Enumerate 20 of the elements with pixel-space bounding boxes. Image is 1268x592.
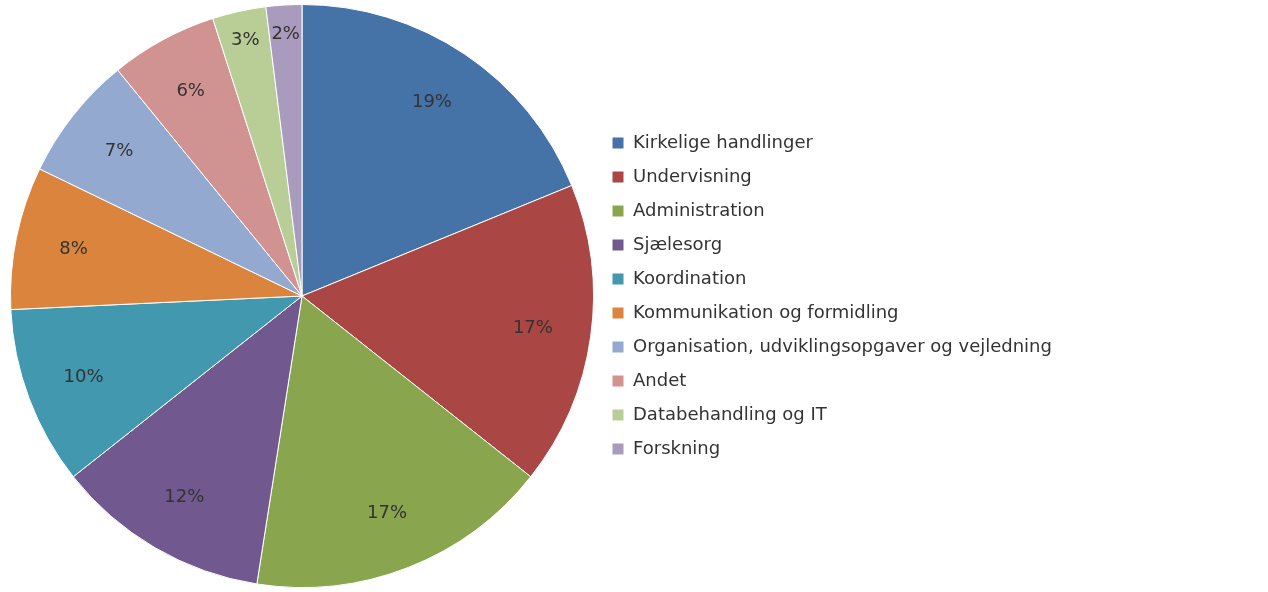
data-label: 2%: [271, 21, 300, 43]
legend-label: Administration: [633, 198, 765, 220]
data-label: 12%: [164, 485, 205, 507]
legend-label: Databehandling og IT: [633, 402, 828, 424]
data-label: 17%: [512, 316, 553, 338]
data-label: 19%: [411, 90, 452, 112]
legend-label: Kommunikation og formidling: [633, 300, 899, 322]
legend-label: Sjælesorg: [633, 232, 723, 254]
data-label: 10%: [63, 365, 104, 387]
data-label: 7%: [104, 139, 134, 161]
legend-label: Forskning: [633, 436, 721, 458]
data-label: 3%: [231, 27, 260, 49]
data-label: 8%: [59, 236, 88, 258]
data-label: 6%: [176, 78, 205, 100]
legend-label: Organisation, udviklingsopgaver og vejledning: [633, 334, 1052, 356]
data-label: 17%: [367, 500, 408, 522]
legend-label: Kirkelige handlinger: [633, 130, 814, 152]
legend-label: Andet: [633, 368, 687, 390]
legend-label: Undervisning: [633, 164, 752, 186]
legend-label: Koordination: [633, 266, 747, 288]
